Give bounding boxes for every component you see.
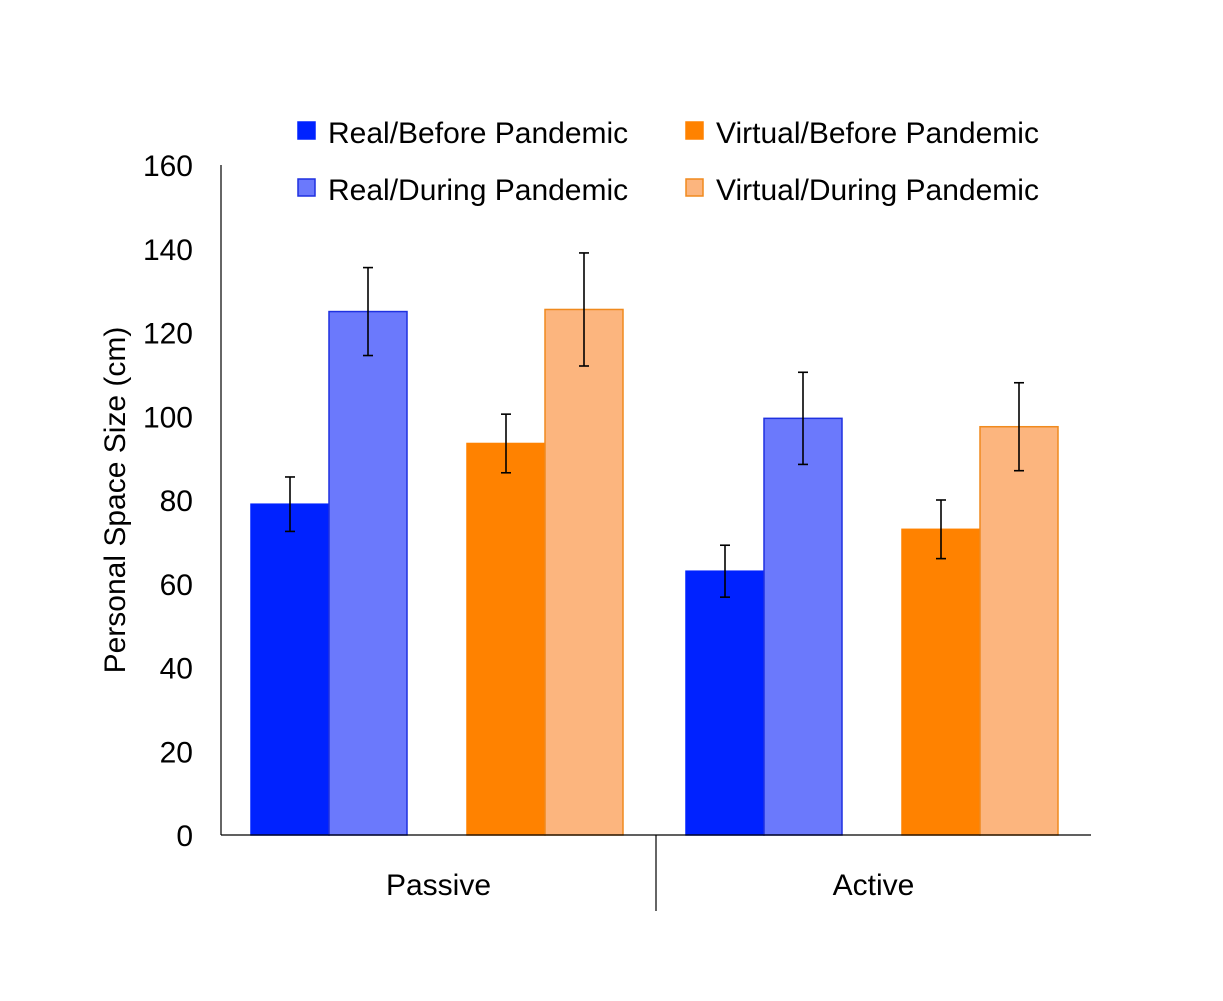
legend-swatch-0 — [297, 121, 316, 140]
y-tick-label: 0 — [176, 820, 193, 853]
y-tick-label: 160 — [143, 150, 193, 183]
legend-swatch-3 — [685, 178, 704, 197]
bar-passive-2 — [466, 442, 546, 836]
legend-label-3: Virtual/During Pandemic — [716, 174, 1039, 207]
legend-label-1: Real/During Pandemic — [328, 174, 628, 207]
category-label-passive: Passive — [386, 869, 491, 902]
bar-passive-0 — [250, 503, 330, 836]
error-bars-layer — [285, 252, 1024, 598]
y-tick-label: 100 — [143, 401, 193, 434]
legend-swatch-1 — [297, 178, 316, 197]
y-tick-label: 20 — [160, 736, 193, 769]
y-tick-label: 140 — [143, 234, 193, 267]
legend-label-0: Real/Before Pandemic — [328, 117, 628, 150]
bars-layer — [250, 308, 1059, 836]
bar-active-0 — [685, 570, 765, 836]
legend: Real/Before Pandemic Real/During Pandemic… — [297, 117, 1039, 207]
y-tick-label: 120 — [143, 318, 193, 351]
bar-passive-1 — [328, 310, 408, 836]
bar-active-3 — [979, 425, 1059, 836]
bar-active-2 — [901, 528, 981, 836]
bar-passive-3 — [544, 308, 624, 836]
axes: Passive Active 0 20 40 60 80 100 120 140 160 — [143, 150, 1091, 911]
y-tick-label: 40 — [160, 653, 193, 686]
bar-active-1 — [763, 417, 843, 836]
y-axis-label: Personal Space Size (cm) — [99, 327, 132, 674]
y-tick-label: 80 — [160, 485, 193, 518]
legend-swatch-2 — [685, 121, 704, 140]
y-tick-label: 60 — [160, 569, 193, 602]
category-label-active: Active — [833, 869, 915, 902]
legend-label-2: Virtual/Before Pandemic — [716, 117, 1039, 150]
